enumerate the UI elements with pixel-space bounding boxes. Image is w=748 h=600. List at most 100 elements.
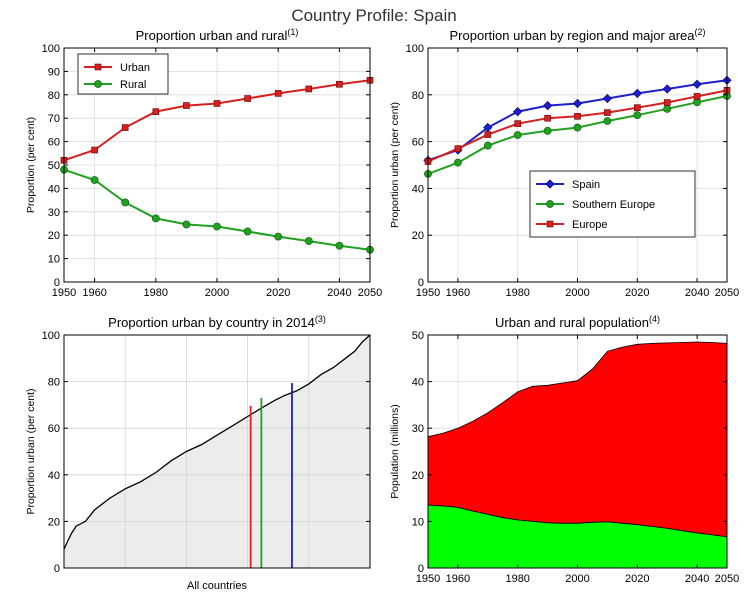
axes-box bbox=[63, 334, 371, 569]
x-axis-label: All countries bbox=[187, 580, 247, 592]
y-tick-label: 0 bbox=[54, 277, 60, 289]
y-tick-label: 20 bbox=[48, 230, 60, 242]
rural-population-area bbox=[427, 504, 728, 569]
data-point bbox=[633, 104, 641, 111]
data-point bbox=[546, 220, 554, 228]
data-point bbox=[94, 80, 102, 88]
legend-label: Urban bbox=[120, 62, 150, 74]
y-tick-label: 20 bbox=[412, 470, 424, 482]
data-point bbox=[513, 107, 523, 117]
y-tick-label: 0 bbox=[418, 277, 424, 289]
figure-title: Country Profile: Spain bbox=[291, 6, 456, 25]
x-tick-label: 1980 bbox=[505, 287, 529, 299]
data-point bbox=[514, 120, 522, 127]
panel-title: Urban and rural population(4) bbox=[495, 314, 660, 330]
data-point bbox=[573, 123, 582, 132]
data-point bbox=[121, 124, 129, 131]
data-point bbox=[484, 131, 492, 138]
y-tick-label: 60 bbox=[412, 137, 424, 149]
distribution-curve bbox=[63, 334, 371, 550]
x-tick-label: 2020 bbox=[625, 287, 649, 299]
y-tick-label: 70 bbox=[48, 113, 60, 125]
data-point bbox=[213, 222, 221, 231]
legend: Urban Rural bbox=[77, 53, 169, 95]
data-point bbox=[183, 102, 190, 109]
data-point bbox=[453, 158, 462, 167]
data-point bbox=[90, 176, 99, 184]
x-tick-label: 2050 bbox=[358, 287, 382, 299]
y-axis-label: Proportion (per cent) bbox=[25, 117, 37, 213]
x-tick-label: 2050 bbox=[715, 573, 739, 585]
x-tick-label: 2040 bbox=[327, 287, 351, 299]
data-point bbox=[633, 111, 642, 120]
x-tick-label: 2040 bbox=[685, 573, 709, 585]
y-tick-label: 60 bbox=[48, 423, 60, 435]
data-point bbox=[513, 131, 522, 139]
y-tick-label: 40 bbox=[48, 470, 60, 482]
x-tick-label: 2020 bbox=[266, 287, 290, 299]
y-tick-label: 40 bbox=[412, 183, 424, 195]
y-tick-label: 20 bbox=[48, 516, 60, 528]
data-point bbox=[604, 109, 611, 116]
data-point bbox=[692, 79, 702, 89]
y-axis-label: Proportion urban (per cent) bbox=[25, 388, 37, 514]
data-point bbox=[632, 88, 642, 99]
panel-urban-by-country: 0 20 40 60 80 100 Proportion urban (per cent) P… bbox=[25, 314, 371, 592]
data-point bbox=[693, 93, 701, 100]
data-point bbox=[454, 145, 462, 152]
legend-label: Southern Europe bbox=[572, 199, 655, 211]
y-axis-label: Proportion urban (per cent) bbox=[389, 102, 401, 228]
y-tick-label: 40 bbox=[48, 183, 60, 195]
data-point bbox=[243, 227, 252, 236]
x-tick-label: 2020 bbox=[625, 573, 649, 585]
data-point bbox=[335, 241, 344, 250]
y-tick-label: 10 bbox=[48, 254, 60, 266]
panel-title: Proportion urban and rural(1) bbox=[136, 27, 299, 43]
series-southern-europe bbox=[424, 92, 731, 178]
x-tick-label: 2040 bbox=[685, 287, 709, 299]
data-point bbox=[546, 200, 554, 208]
y-tick-label: 0 bbox=[54, 563, 60, 575]
x-tick-label: 1960 bbox=[446, 573, 470, 585]
data-point bbox=[545, 179, 555, 189]
x-tick-label: 2000 bbox=[205, 287, 229, 299]
data-point bbox=[213, 100, 221, 107]
data-point bbox=[274, 90, 282, 97]
y-tick-label: 10 bbox=[412, 516, 424, 528]
data-point bbox=[244, 95, 251, 102]
y-tick-label: 100 bbox=[406, 43, 424, 55]
y-tick-label: 50 bbox=[48, 160, 60, 172]
data-point bbox=[663, 104, 672, 113]
y-tick-label: 50 bbox=[412, 330, 424, 342]
data-point bbox=[603, 117, 612, 125]
data-point bbox=[182, 220, 191, 229]
data-point bbox=[121, 198, 130, 207]
data-point bbox=[152, 108, 160, 115]
data-point bbox=[543, 126, 552, 135]
data-point bbox=[693, 98, 701, 107]
data-point bbox=[544, 114, 551, 122]
y-tick-label: 80 bbox=[48, 90, 60, 102]
data-point bbox=[304, 237, 313, 245]
y-tick-label: 80 bbox=[412, 90, 424, 102]
y-tick-label: 20 bbox=[412, 230, 424, 242]
data-point bbox=[483, 141, 492, 150]
x-tick-label: 1950 bbox=[416, 287, 440, 299]
data-point bbox=[663, 99, 671, 106]
y-tick-label: 40 bbox=[412, 377, 424, 389]
data-point bbox=[662, 84, 672, 94]
x-tick-label: 1980 bbox=[505, 573, 529, 585]
panel-title: Proportion urban by country in 2014(3) bbox=[108, 314, 326, 330]
panel-title-note: (1) bbox=[287, 27, 298, 37]
x-tick-label: 1960 bbox=[446, 287, 470, 299]
series-europe bbox=[424, 87, 731, 165]
y-tick-label: 100 bbox=[42, 330, 60, 342]
data-point bbox=[572, 98, 583, 109]
panel-urban-rural-population: 0 10 20 30 40 50 1950 1960 1980 2000 2020 2040 2050 P… bbox=[389, 314, 739, 585]
y-tick-label: 30 bbox=[48, 207, 60, 219]
panel-urban-rural-proportion: 0 10 20 30 40 50 60 70 80 90 100 1950 1960 1980 2000 20… bbox=[25, 27, 382, 299]
data-point bbox=[574, 113, 581, 120]
y-tick-label: 80 bbox=[48, 377, 60, 389]
x-tick-label: 1950 bbox=[416, 573, 440, 585]
